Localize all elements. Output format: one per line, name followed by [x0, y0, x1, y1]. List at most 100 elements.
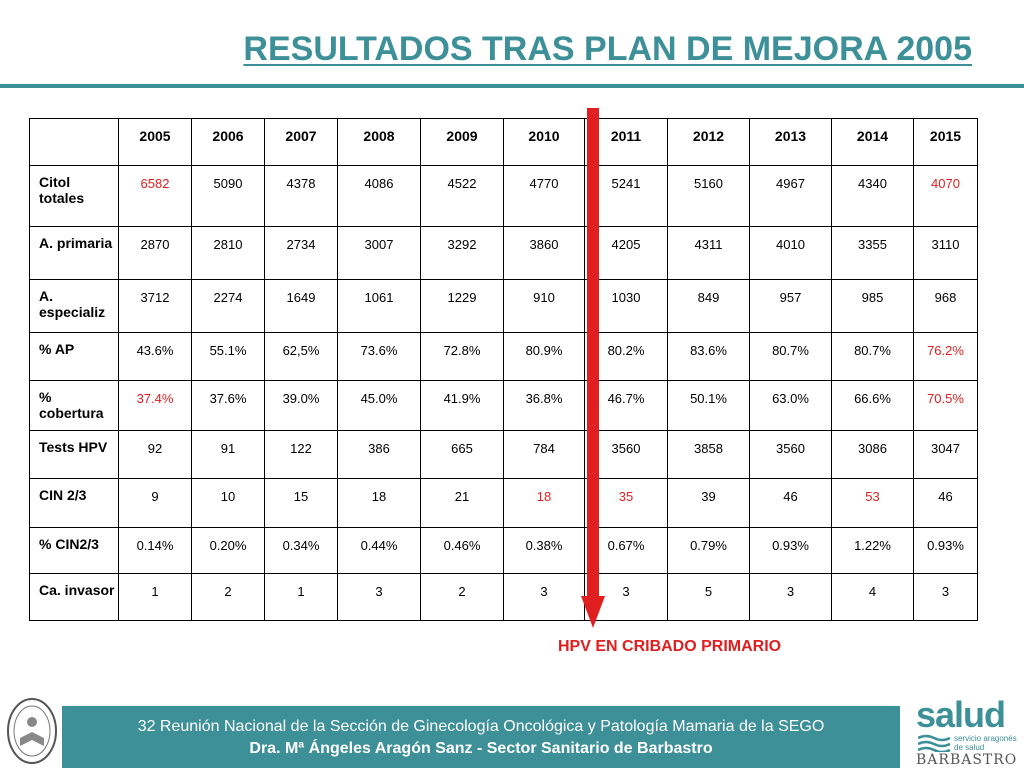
table-cell: 2870	[118, 226, 192, 280]
table-cell: 0.20%	[191, 527, 265, 574]
table-cell: 3110	[913, 226, 978, 280]
table-cell: 968	[913, 279, 978, 333]
table-cell: 46	[913, 478, 978, 528]
table-row: A. primaria 2870 2810 2734 3007 3292 386…	[29, 226, 978, 280]
table-cell: 3355	[831, 226, 914, 280]
table-cell: 0.79%	[667, 527, 750, 574]
table-cell: 0.44%	[337, 527, 421, 574]
table-header-row: 2005 2006 2007 2008 2009 2010 2011 2012 …	[29, 118, 978, 166]
table-cell: 4086	[337, 165, 421, 227]
table-row: Citol totales 6582 5090 4378 4086 4522 4…	[29, 165, 978, 227]
year-header: 2005	[118, 118, 192, 166]
table-cell: 92	[118, 430, 192, 479]
table-cell: 63.0%	[749, 380, 832, 431]
table-cell: 2734	[264, 226, 338, 280]
table-cell: 80.7%	[831, 332, 914, 381]
row-label: CIN 2/3	[29, 478, 119, 528]
table-cell: 3047	[913, 430, 978, 479]
year-header: 2009	[420, 118, 504, 166]
table-cell: 1229	[420, 279, 504, 333]
table-cell: 15	[264, 478, 338, 528]
table-cell: 41.9%	[420, 380, 504, 431]
table-row: % AP 43.6% 55.1% 62,5% 73.6% 72.8% 80.9%…	[29, 332, 978, 381]
table-cell: 4	[831, 573, 914, 621]
society-seal-icon	[7, 698, 57, 764]
table-cell: 3712	[118, 279, 192, 333]
table-cell: 4378	[264, 165, 338, 227]
row-label: % AP	[29, 332, 119, 381]
logo-subtitle-line: servicio aragonés	[954, 734, 1017, 743]
table-cell: 4770	[503, 165, 585, 227]
table-cell: 0.93%	[913, 527, 978, 574]
table-cell: 4010	[749, 226, 832, 280]
table-cell: 5090	[191, 165, 265, 227]
table-cell: 910	[503, 279, 585, 333]
table-cell: 70.5%	[913, 380, 978, 431]
table-cell: 18	[337, 478, 421, 528]
table-cell: 2	[191, 573, 265, 621]
table-cell: 5160	[667, 165, 750, 227]
table-cell: 2810	[191, 226, 265, 280]
row-label: A. especializ	[29, 279, 119, 333]
table-cell: 9	[118, 478, 192, 528]
year-header: 2010	[503, 118, 585, 166]
table-cell: 73.6%	[337, 332, 421, 381]
down-arrow-icon	[581, 108, 605, 628]
year-header: 2015	[913, 118, 978, 166]
table-cell: 45.0%	[337, 380, 421, 431]
slide-title: RESULTADOS TRAS PLAN DE MEJORA 2005	[243, 30, 972, 68]
year-header: 2007	[264, 118, 338, 166]
table-cell: 1.22%	[831, 527, 914, 574]
year-header: 2006	[191, 118, 265, 166]
year-header: 2008	[337, 118, 421, 166]
results-table: 2005 2006 2007 2008 2009 2010 2011 2012 …	[29, 118, 978, 621]
table-cell: 3	[749, 573, 832, 621]
table-cell: 665	[420, 430, 504, 479]
logo-subtitle-line: de salud	[954, 743, 985, 752]
table-cell: 4967	[749, 165, 832, 227]
table-cell: 37.4%	[118, 380, 192, 431]
table-cell: 83.6%	[667, 332, 750, 381]
table-cell: 62,5%	[264, 332, 338, 381]
table-cell: 50.1%	[667, 380, 750, 431]
table-cell: 1	[264, 573, 338, 621]
table-cell: 37.6%	[191, 380, 265, 431]
table-cell: 53	[831, 478, 914, 528]
table-cell: 4340	[831, 165, 914, 227]
title-divider	[0, 84, 1024, 88]
table-row: % CIN2/3 0.14% 0.20% 0.34% 0.44% 0.46% 0…	[29, 527, 978, 574]
table-cell: 0.34%	[264, 527, 338, 574]
year-header: 2012	[667, 118, 750, 166]
table-cell: 3858	[667, 430, 750, 479]
table-cell: 46	[749, 478, 832, 528]
row-label: Ca. invasor	[29, 573, 119, 621]
table-cell: 5	[667, 573, 750, 621]
table-row: CIN 2/3 9 10 15 18 21 18 35 39 46 53 46	[29, 478, 978, 528]
table-cell: 3007	[337, 226, 421, 280]
row-label: % cobertura	[29, 380, 119, 431]
table-cell: 72.8%	[420, 332, 504, 381]
table-cell: 10	[191, 478, 265, 528]
table-cell: 1061	[337, 279, 421, 333]
table-cell: 0.14%	[118, 527, 192, 574]
logo-subtitle: servicio aragonés de salud	[954, 734, 1017, 752]
table-cell: 76.2%	[913, 332, 978, 381]
table-cell: 4522	[420, 165, 504, 227]
table-cell: 985	[831, 279, 914, 333]
row-label: A. primaria	[29, 226, 119, 280]
table-cell: 1	[118, 573, 192, 621]
footer-band: 32 Reunión Nacional de la Sección de Gin…	[62, 706, 900, 768]
hpv-screening-label: HPV EN CRIBADO PRIMARIO	[558, 638, 782, 655]
table-cell: 0.93%	[749, 527, 832, 574]
table-cell: 3	[337, 573, 421, 621]
row-label: Citol totales	[29, 165, 119, 227]
table-cell: 43.6%	[118, 332, 192, 381]
table-cell: 3086	[831, 430, 914, 479]
table-cell: 0.38%	[503, 527, 585, 574]
table-cell: 39.0%	[264, 380, 338, 431]
table-cell: 21	[420, 478, 504, 528]
table-cell: 784	[503, 430, 585, 479]
table-cell: 1649	[264, 279, 338, 333]
salud-logo: salud servicio aragonés de salud BARBAST…	[916, 694, 1020, 768]
table-cell: 122	[264, 430, 338, 479]
